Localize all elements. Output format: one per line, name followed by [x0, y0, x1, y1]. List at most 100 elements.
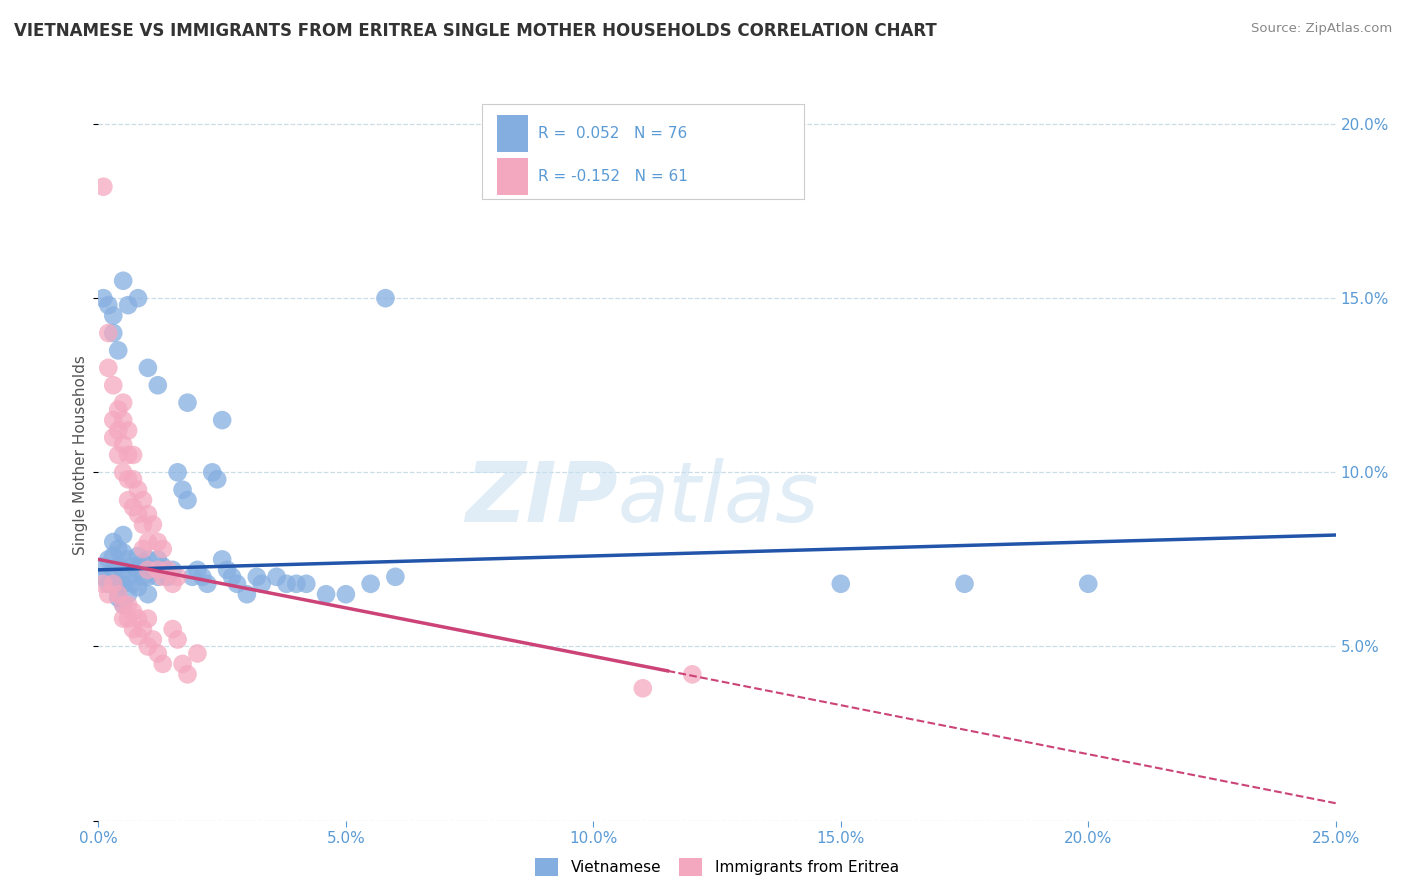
Point	[122, 472, 145, 486]
Point	[117, 587, 139, 601]
Point	[186, 647, 208, 661]
Point	[176, 493, 198, 508]
Point	[953, 576, 976, 591]
Point	[117, 424, 139, 438]
Point	[181, 570, 204, 584]
Point	[97, 552, 120, 566]
Point	[172, 657, 194, 671]
Point	[374, 291, 396, 305]
Legend: Vietnamese, Immigrants from Eritrea: Vietnamese, Immigrants from Eritrea	[529, 852, 905, 882]
Point	[107, 402, 129, 417]
Point	[112, 413, 135, 427]
Point	[117, 598, 139, 612]
Point	[295, 576, 318, 591]
Point	[93, 570, 115, 584]
Point	[152, 570, 174, 584]
Point	[142, 632, 165, 647]
Point	[221, 570, 243, 584]
Point	[117, 448, 139, 462]
Point	[162, 576, 184, 591]
Point	[250, 576, 273, 591]
Y-axis label: Single Mother Households: Single Mother Households	[73, 355, 87, 555]
Point	[136, 563, 159, 577]
Point	[107, 448, 129, 462]
Point	[246, 570, 269, 584]
Point	[122, 622, 145, 636]
Point	[103, 309, 125, 323]
Point	[172, 483, 194, 497]
Point	[1077, 576, 1099, 591]
Point	[156, 563, 179, 577]
Point	[276, 576, 298, 591]
Point	[122, 576, 145, 591]
Text: R =  0.052   N = 76: R = 0.052 N = 76	[537, 126, 688, 141]
Point	[166, 466, 188, 480]
Point	[97, 298, 120, 312]
Point	[146, 552, 169, 566]
Point	[146, 378, 169, 392]
Point	[97, 587, 120, 601]
Point	[132, 493, 155, 508]
Point	[112, 598, 135, 612]
Point	[107, 541, 129, 556]
Point	[112, 395, 135, 409]
Point	[266, 570, 288, 584]
Point	[117, 552, 139, 566]
Point	[93, 576, 115, 591]
Point	[112, 466, 135, 480]
Point	[107, 343, 129, 358]
Point	[103, 563, 125, 577]
Text: VIETNAMESE VS IMMIGRANTS FROM ERITREA SINGLE MOTHER HOUSEHOLDS CORRELATION CHART: VIETNAMESE VS IMMIGRANTS FROM ERITREA SI…	[14, 22, 936, 40]
Point	[631, 681, 654, 696]
Point	[127, 507, 149, 521]
Point	[360, 576, 382, 591]
Point	[107, 424, 129, 438]
Point	[127, 291, 149, 305]
Point	[103, 378, 125, 392]
Point	[112, 274, 135, 288]
Point	[127, 549, 149, 563]
Point	[103, 430, 125, 444]
Point	[127, 483, 149, 497]
Point	[112, 598, 135, 612]
Point	[122, 448, 145, 462]
Point	[152, 541, 174, 556]
Point	[162, 563, 184, 577]
Point	[132, 622, 155, 636]
Point	[103, 576, 125, 591]
Point	[127, 629, 149, 643]
Point	[136, 587, 159, 601]
Point	[191, 570, 214, 584]
Point	[93, 291, 115, 305]
Point	[217, 563, 239, 577]
Point	[136, 535, 159, 549]
Point	[136, 507, 159, 521]
Point	[122, 500, 145, 515]
Point	[226, 576, 249, 591]
Text: R = -0.152   N = 61: R = -0.152 N = 61	[537, 169, 688, 184]
Point	[146, 563, 169, 577]
Point	[285, 576, 308, 591]
Point	[156, 570, 179, 584]
Point	[142, 517, 165, 532]
Point	[136, 552, 159, 566]
Point	[132, 556, 155, 570]
Point	[132, 570, 155, 584]
Point	[103, 326, 125, 340]
Point	[211, 552, 233, 566]
Point	[315, 587, 337, 601]
Point	[127, 563, 149, 577]
Point	[152, 657, 174, 671]
Point	[107, 576, 129, 591]
Point	[211, 413, 233, 427]
Point	[136, 640, 159, 654]
Point	[112, 612, 135, 626]
Point	[162, 622, 184, 636]
Point	[236, 587, 259, 601]
Point	[830, 576, 852, 591]
Point	[205, 472, 228, 486]
Point	[103, 413, 125, 427]
Point	[107, 591, 129, 605]
Point	[136, 570, 159, 584]
Point	[112, 563, 135, 577]
